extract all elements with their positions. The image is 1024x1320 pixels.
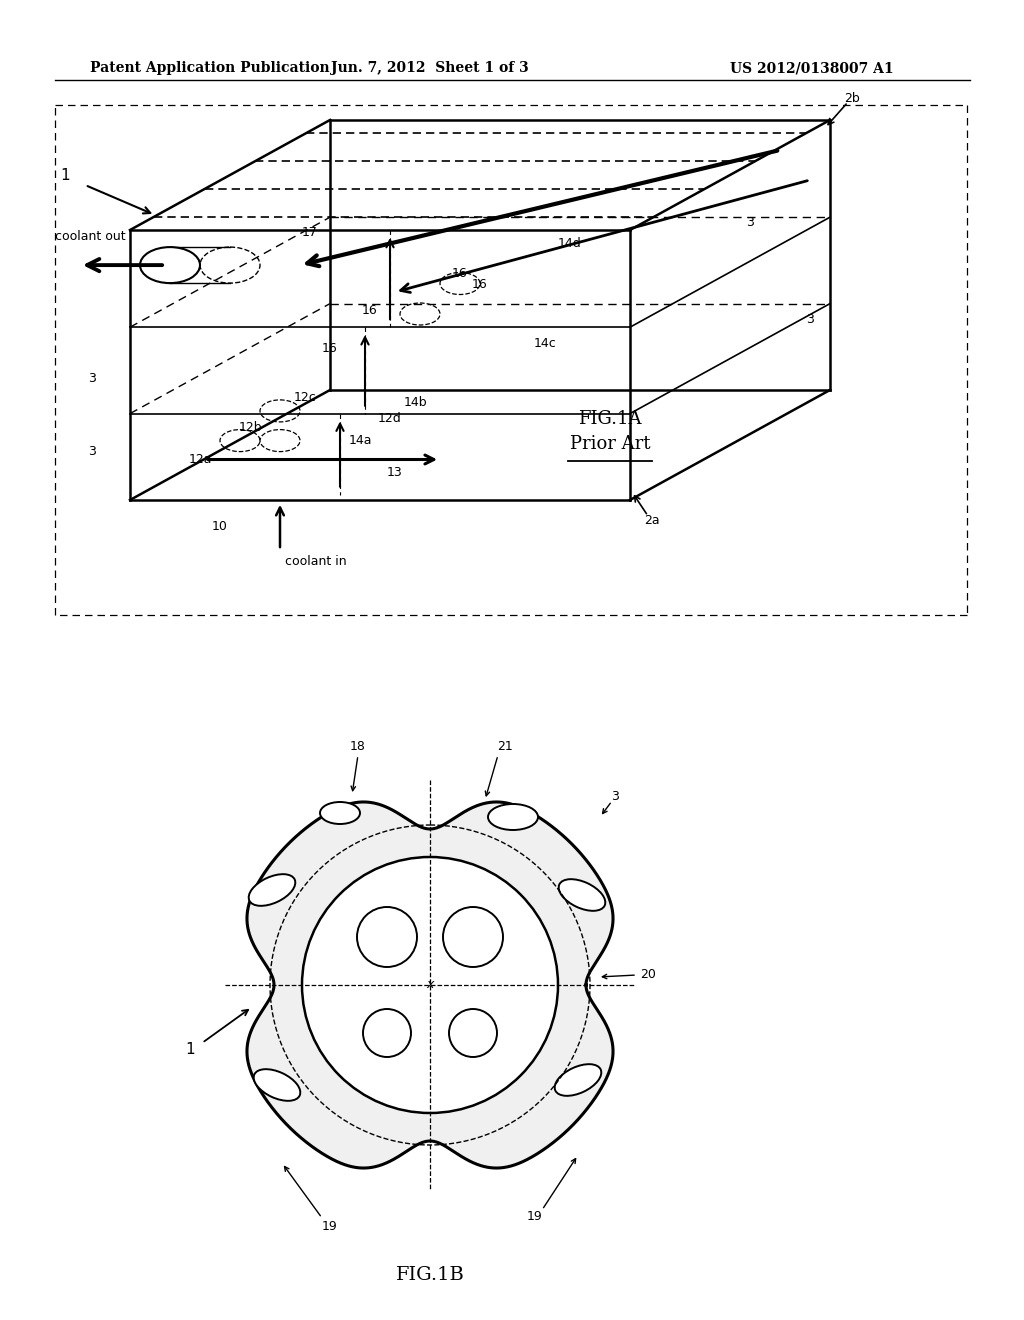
- Text: 10: 10: [212, 520, 228, 533]
- Circle shape: [449, 1008, 497, 1057]
- Text: 3: 3: [806, 313, 814, 326]
- Circle shape: [357, 907, 417, 968]
- Text: 14b: 14b: [403, 396, 427, 409]
- Polygon shape: [302, 857, 558, 1113]
- Ellipse shape: [555, 1064, 601, 1096]
- Text: 16: 16: [323, 342, 338, 355]
- Text: coolant out: coolant out: [55, 230, 126, 243]
- Ellipse shape: [559, 879, 605, 911]
- Text: 1: 1: [185, 1043, 195, 1057]
- Text: 13: 13: [387, 466, 402, 479]
- Text: 2a: 2a: [644, 513, 659, 527]
- Text: 14a: 14a: [348, 434, 372, 447]
- Polygon shape: [247, 803, 613, 1168]
- Text: 12c: 12c: [294, 391, 316, 404]
- Text: 3: 3: [611, 791, 618, 804]
- Text: 16: 16: [472, 277, 487, 290]
- Text: 3: 3: [746, 215, 754, 228]
- Text: 12a: 12a: [188, 453, 212, 466]
- Text: 21: 21: [497, 741, 513, 754]
- Text: 18: 18: [350, 741, 366, 754]
- Text: 12d: 12d: [378, 412, 401, 425]
- Text: Jun. 7, 2012  Sheet 1 of 3: Jun. 7, 2012 Sheet 1 of 3: [331, 61, 528, 75]
- Text: Patent Application Publication: Patent Application Publication: [90, 61, 330, 75]
- Text: 14d: 14d: [558, 238, 582, 249]
- Text: Prior Art: Prior Art: [569, 434, 650, 453]
- Ellipse shape: [140, 247, 200, 282]
- Text: 14c: 14c: [534, 337, 556, 350]
- Text: 16: 16: [453, 267, 468, 280]
- Ellipse shape: [488, 804, 538, 830]
- Circle shape: [443, 907, 503, 968]
- Text: 17: 17: [302, 226, 317, 239]
- Text: 3: 3: [88, 372, 96, 385]
- Text: US 2012/0138007 A1: US 2012/0138007 A1: [730, 61, 894, 75]
- Ellipse shape: [249, 874, 295, 906]
- Text: 12b: 12b: [239, 421, 262, 433]
- Text: FIG.1A: FIG.1A: [579, 411, 642, 429]
- Text: coolant in: coolant in: [285, 554, 347, 568]
- Text: 19: 19: [323, 1221, 338, 1233]
- Ellipse shape: [254, 1069, 300, 1101]
- Text: 19: 19: [527, 1210, 543, 1224]
- Text: 16: 16: [362, 305, 378, 318]
- Text: 1: 1: [60, 168, 70, 182]
- Text: FIG.1B: FIG.1B: [395, 1266, 465, 1284]
- Text: 2b: 2b: [844, 91, 860, 104]
- Text: x: x: [426, 978, 434, 991]
- Circle shape: [362, 1008, 411, 1057]
- Text: 3: 3: [88, 445, 96, 458]
- Text: 20: 20: [640, 969, 656, 982]
- Ellipse shape: [319, 803, 360, 824]
